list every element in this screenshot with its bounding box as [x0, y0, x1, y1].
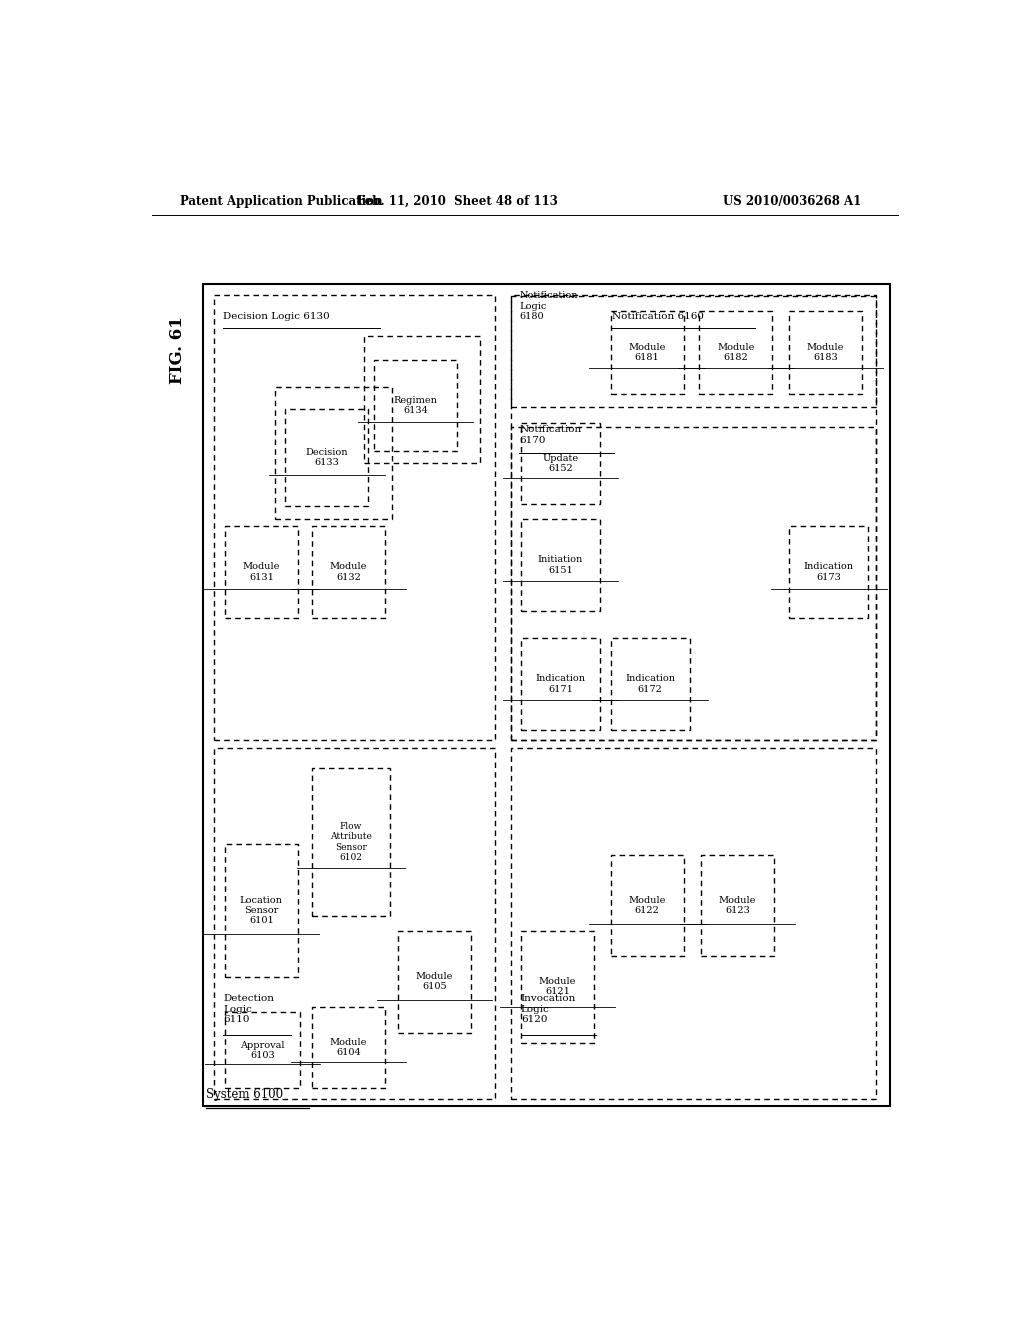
- Text: Decision Logic 6130: Decision Logic 6130: [223, 312, 330, 321]
- Bar: [790, 527, 868, 618]
- Text: System 6100: System 6100: [206, 1088, 283, 1101]
- Text: Flow
Attribute
Sensor
6102: Flow Attribute Sensor 6102: [330, 822, 372, 862]
- Bar: [214, 748, 496, 1098]
- Bar: [610, 312, 684, 395]
- Text: Module
6132: Module 6132: [330, 562, 368, 582]
- Text: Update
6152: Update 6152: [543, 454, 579, 473]
- Text: Module
6122: Module 6122: [629, 896, 666, 915]
- Bar: [521, 638, 600, 730]
- Bar: [701, 854, 774, 956]
- Text: Module
6131: Module 6131: [243, 562, 280, 582]
- Text: Module
6181: Module 6181: [629, 343, 666, 362]
- Text: Initiation
6151: Initiation 6151: [538, 556, 583, 574]
- Text: Module
6183: Module 6183: [807, 343, 844, 362]
- Bar: [521, 519, 600, 611]
- Text: Invocation
Logic
6120: Invocation Logic 6120: [521, 994, 577, 1024]
- Bar: [610, 854, 684, 956]
- Text: Approval
6103: Approval 6103: [241, 1040, 285, 1060]
- Text: Module
6182: Module 6182: [717, 343, 755, 362]
- Bar: [511, 294, 876, 739]
- Bar: [610, 638, 690, 730]
- Bar: [511, 426, 876, 739]
- Bar: [365, 337, 479, 463]
- Bar: [225, 527, 298, 618]
- Bar: [312, 1007, 385, 1089]
- Text: Detection
Logic
6110: Detection Logic 6110: [223, 994, 274, 1024]
- Text: Notification
6170: Notification 6170: [519, 425, 582, 445]
- Bar: [511, 748, 876, 1098]
- Text: US 2010/0036268 A1: US 2010/0036268 A1: [723, 195, 861, 209]
- Bar: [521, 422, 600, 504]
- Text: Indication
6173: Indication 6173: [804, 562, 854, 582]
- Bar: [699, 312, 772, 395]
- Text: Module
6123: Module 6123: [719, 896, 756, 915]
- Text: Module
6121: Module 6121: [539, 977, 577, 997]
- Text: Notification 6160: Notification 6160: [612, 312, 705, 321]
- Text: Feb. 11, 2010  Sheet 48 of 113: Feb. 11, 2010 Sheet 48 of 113: [357, 195, 558, 209]
- Text: Indication
6172: Indication 6172: [626, 675, 675, 693]
- Bar: [312, 768, 390, 916]
- Text: FIG. 61: FIG. 61: [169, 315, 186, 384]
- Text: Notification
Logic
6180: Notification Logic 6180: [519, 292, 578, 321]
- Text: Decision
6133: Decision 6133: [305, 447, 348, 467]
- Bar: [312, 527, 385, 618]
- Bar: [204, 284, 890, 1106]
- Text: Regimen
6134: Regimen 6134: [394, 396, 437, 414]
- Bar: [285, 409, 369, 506]
- Bar: [521, 931, 594, 1043]
- Bar: [397, 931, 471, 1032]
- Text: Location
Sensor
6101: Location Sensor 6101: [240, 896, 283, 925]
- Bar: [374, 359, 458, 451]
- Bar: [225, 1012, 300, 1089]
- Bar: [225, 845, 298, 977]
- Bar: [790, 312, 862, 395]
- Text: Indication
6171: Indication 6171: [536, 675, 586, 693]
- Text: Module
6105: Module 6105: [416, 972, 453, 991]
- Bar: [274, 387, 392, 519]
- Bar: [511, 296, 876, 408]
- Text: Module
6104: Module 6104: [330, 1038, 368, 1057]
- Text: Patent Application Publication: Patent Application Publication: [179, 195, 382, 209]
- Bar: [214, 294, 496, 739]
